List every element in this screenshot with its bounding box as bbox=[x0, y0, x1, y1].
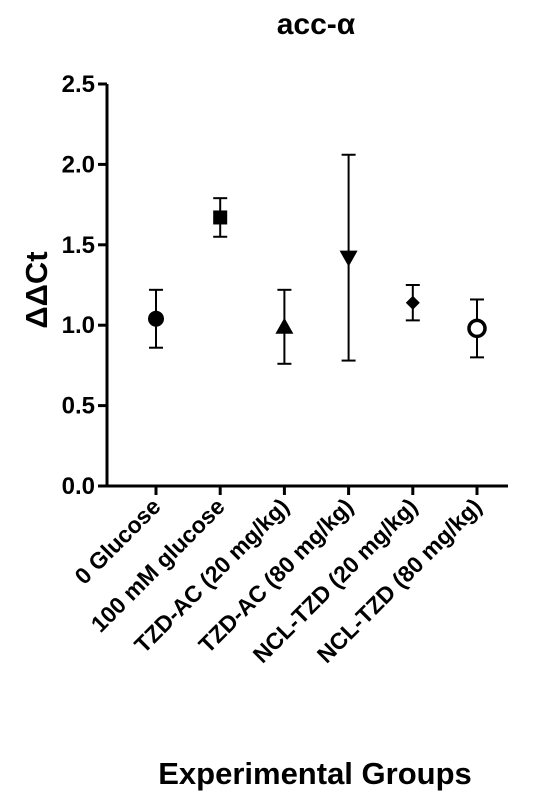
x-axis-ticks bbox=[154, 486, 479, 495]
x-axis-title: Experimental Groups bbox=[158, 756, 472, 791]
data-point-diamond bbox=[405, 295, 420, 310]
y-tick-label: 0.0 bbox=[62, 473, 95, 500]
chart-title: acc-α bbox=[277, 8, 356, 41]
y-tick-label: 1.5 bbox=[62, 232, 95, 259]
data-point-square bbox=[213, 210, 228, 225]
data-point-circle bbox=[148, 310, 164, 327]
data-point-triangle-up bbox=[275, 317, 294, 334]
y-tick-label: 2.0 bbox=[62, 151, 95, 178]
y-tick-label: 0.5 bbox=[62, 393, 95, 420]
y-tick-label: 1.0 bbox=[62, 312, 95, 339]
y-axis-title: ΔΔCt bbox=[19, 251, 54, 328]
error-bars bbox=[149, 153, 484, 365]
data-markers bbox=[148, 210, 487, 339]
y-axis-ticks: 0.0 0.5 1.0 1.5 2.0 2.5 bbox=[62, 71, 107, 500]
data-point-triangle-down bbox=[339, 250, 358, 267]
data-point-open-circle bbox=[467, 318, 487, 339]
y-tick-label: 2.5 bbox=[62, 71, 95, 98]
